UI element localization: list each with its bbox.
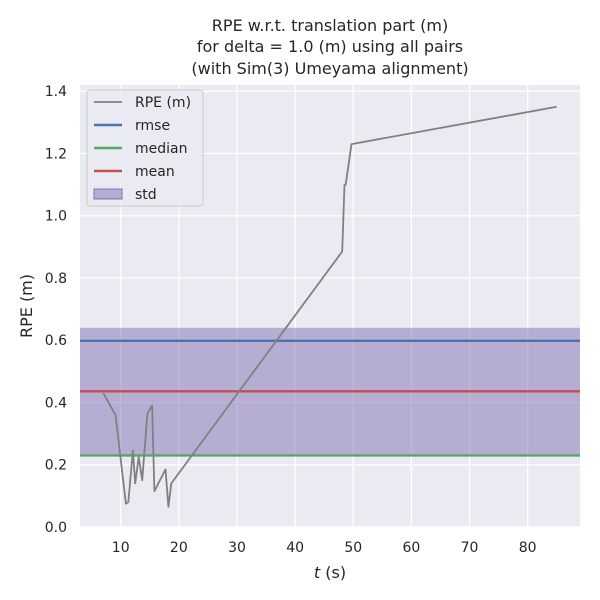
x-axis-label: t (s) (314, 563, 346, 582)
title-line-2: for delta = 1.0 (m) using all pairs (197, 37, 463, 56)
legend-label: RPE (m) (135, 95, 191, 111)
y-tick-labels: 0.0 0.2 0.4 0.6 0.8 1.0 1.2 1.4 (45, 84, 67, 536)
title-line-1: RPE w.r.t. translation part (m) (212, 16, 448, 35)
legend: RPE (m) rmse median mean std (86, 89, 204, 207)
y-axis-label: RPE (m) (17, 274, 36, 338)
y-tick-label: 1.2 (45, 146, 67, 162)
x-tick-label: 30 (228, 540, 246, 556)
legend-box (86, 89, 204, 207)
x-tick-label: 60 (402, 540, 420, 556)
legend-swatch (93, 188, 123, 200)
x-tick-label: 80 (519, 540, 537, 556)
legend-label: rmse (135, 118, 170, 134)
y-tick-label: 0.4 (45, 395, 67, 411)
y-tick-label: 0.0 (45, 520, 67, 536)
legend-label: median (135, 141, 187, 157)
x-tick-label: 40 (286, 540, 304, 556)
y-tick-label: 0.6 (45, 333, 67, 349)
legend-label: mean (135, 164, 175, 180)
y-tick-label: 0.8 (45, 271, 67, 287)
chart-title: RPE w.r.t. translation part (m) for delt… (191, 16, 468, 78)
x-tick-label: 70 (461, 540, 479, 556)
y-tick-label: 1.0 (45, 209, 67, 225)
x-tick-label: 50 (344, 540, 362, 556)
rpe-series-line (102, 105, 557, 508)
y-tick-label: 1.4 (45, 84, 67, 100)
title-line-3: (with Sim(3) Umeyama alignment) (191, 59, 468, 78)
x-tick-labels: 10 20 30 40 50 60 70 80 (112, 540, 537, 556)
legend-label: std (135, 187, 157, 203)
stat-lines-layer (80, 339, 580, 457)
y-tick-label: 0.2 (45, 458, 67, 474)
x-tick-label: 10 (112, 540, 130, 556)
x-tick-label: 20 (170, 540, 188, 556)
series-layer (102, 105, 557, 508)
